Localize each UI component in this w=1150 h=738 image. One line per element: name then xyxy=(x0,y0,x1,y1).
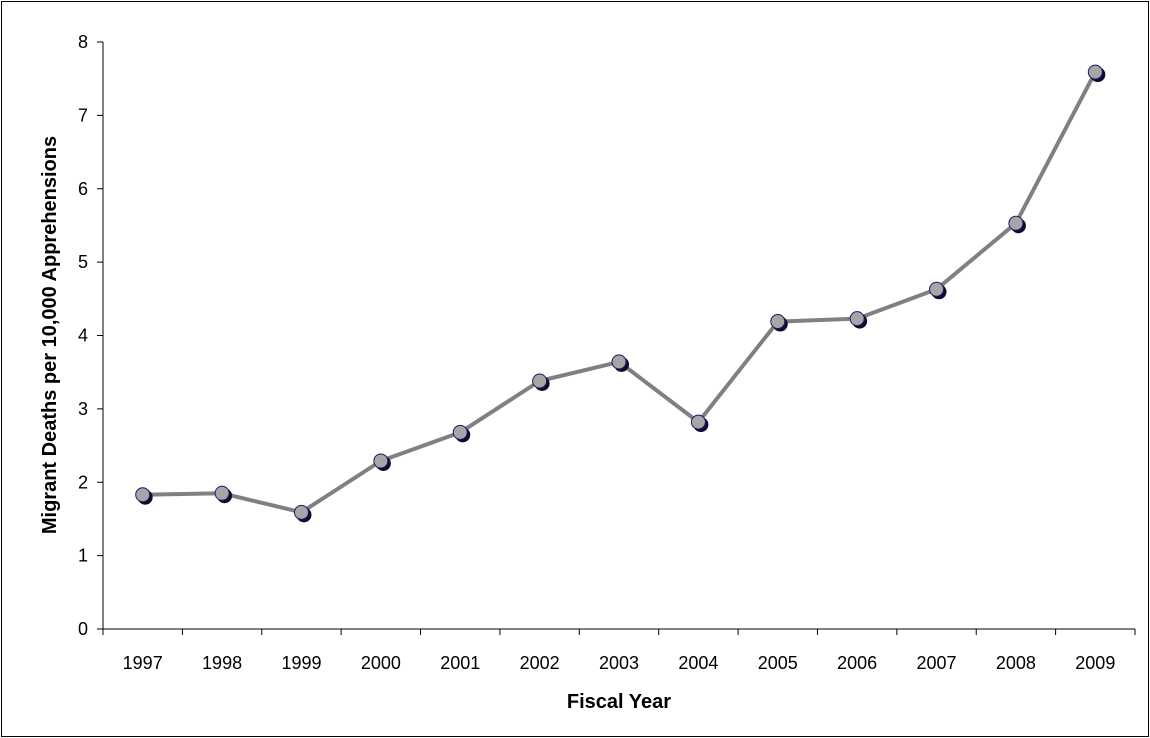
data-point xyxy=(849,311,865,327)
y-tick-label: 7 xyxy=(78,105,88,125)
data-point xyxy=(214,485,230,501)
x-tick-label: 2007 xyxy=(917,653,957,673)
x-tick-label: 1997 xyxy=(123,653,163,673)
y-tick-label: 0 xyxy=(78,619,88,639)
data-point xyxy=(452,424,468,440)
x-tick-label: 2009 xyxy=(1075,653,1115,673)
x-tick-label: 2002 xyxy=(520,653,560,673)
y-tick-label: 8 xyxy=(78,32,88,52)
data-point xyxy=(770,314,786,330)
data-point xyxy=(1008,215,1024,231)
y-axis-title: Migrant Deaths per 10,000 Apprehensions xyxy=(39,136,61,534)
y-ticks: 0 1 2 3 4 5 6 7 8 xyxy=(78,32,103,639)
y-tick-label: 1 xyxy=(78,546,88,566)
x-axis-title: Fiscal Year xyxy=(567,691,671,713)
data-point xyxy=(929,281,945,297)
x-tick-label: 2004 xyxy=(678,653,718,673)
data-point xyxy=(1087,64,1103,80)
data-point xyxy=(135,487,151,503)
axes xyxy=(102,42,1135,630)
series-line xyxy=(142,71,1098,515)
x-tick-label: 2005 xyxy=(758,653,798,673)
x-tick-label: 1998 xyxy=(202,653,242,673)
y-tick-label: 3 xyxy=(78,399,88,419)
y-tick-label: 5 xyxy=(78,252,88,272)
x-tick-label: 2003 xyxy=(599,653,639,673)
data-point xyxy=(532,373,548,389)
data-point xyxy=(690,414,706,430)
data-point xyxy=(611,354,627,370)
y-tick-label: 6 xyxy=(78,179,88,199)
x-ticks: 1997 1998 1999 2000 2001 2002 2003 2004 2005 2006… xyxy=(102,629,1136,673)
x-tick-label: 2006 xyxy=(837,653,877,673)
x-tick-label: 2008 xyxy=(996,653,1036,673)
data-point xyxy=(373,453,389,469)
data-point xyxy=(293,504,309,520)
y-tick-label: 2 xyxy=(78,472,88,492)
x-tick-label: 2001 xyxy=(440,653,480,673)
x-tick-label: 1999 xyxy=(281,653,321,673)
x-tick-label: 2000 xyxy=(361,653,401,673)
y-tick-label: 4 xyxy=(78,326,88,346)
series xyxy=(135,64,1106,523)
